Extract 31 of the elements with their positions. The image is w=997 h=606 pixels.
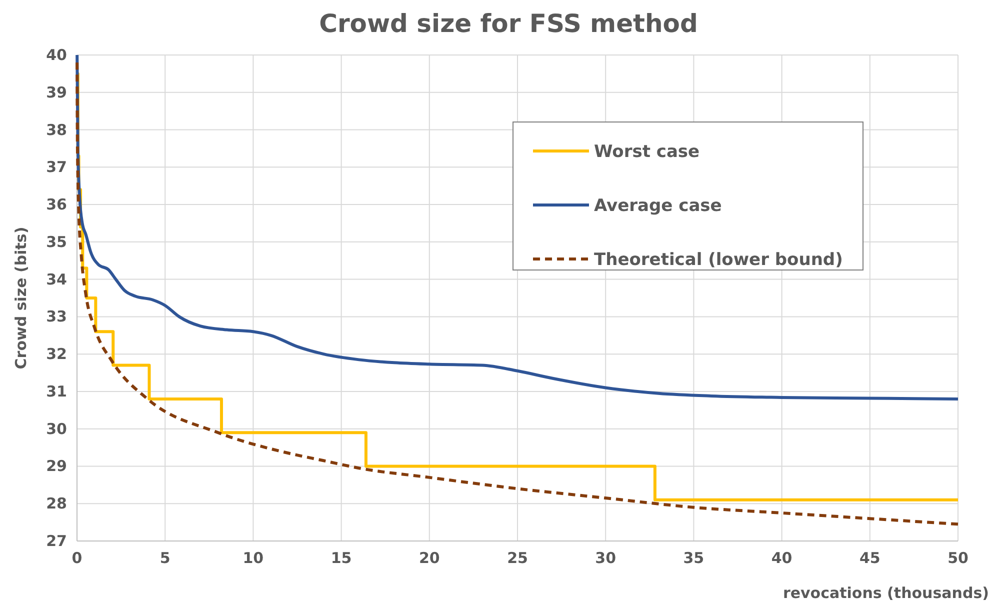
x-tick-label: 15 [330, 549, 352, 567]
y-tick-label: 32 [46, 345, 67, 364]
legend-label: Theoretical (lower bound) [594, 250, 843, 270]
legend-label: Worst case [594, 142, 700, 162]
x-tick-label: 10 [242, 549, 264, 567]
chart-title: Crowd size for FSS method [319, 9, 698, 38]
y-tick-label: 36 [46, 196, 67, 214]
y-axis-title: Crowd size (bits) [12, 226, 30, 370]
y-tick-label: 30 [46, 420, 67, 438]
y-tick-label: 28 [46, 494, 67, 513]
legend-label: Average case [594, 196, 722, 216]
x-tick-label: 25 [507, 549, 528, 567]
x-tick-label: 30 [595, 549, 616, 567]
y-tick-label: 34 [46, 270, 67, 288]
y-tick-label: 27 [46, 532, 67, 550]
y-tick-label: 31 [46, 382, 67, 400]
y-tick-label: 29 [46, 457, 67, 476]
y-tick-label: 39 [46, 83, 67, 102]
x-tick-label: 50 [948, 549, 968, 567]
x-tick-label: 45 [859, 549, 880, 567]
x-tick-label: 5 [160, 549, 170, 567]
y-tick-label: 35 [46, 232, 67, 251]
x-tick-label: 20 [418, 549, 440, 567]
y-tick-label: 37 [46, 158, 67, 176]
x-tick-label: 35 [683, 549, 704, 567]
x-tick-label: 0 [72, 549, 82, 567]
y-tick-label: 33 [46, 308, 67, 326]
y-tick-label: 40 [46, 46, 67, 64]
x-tick-label: 40 [771, 549, 792, 567]
x-axis-title: revocations (thousands) [782, 584, 989, 602]
y-tick-label: 38 [46, 120, 67, 139]
